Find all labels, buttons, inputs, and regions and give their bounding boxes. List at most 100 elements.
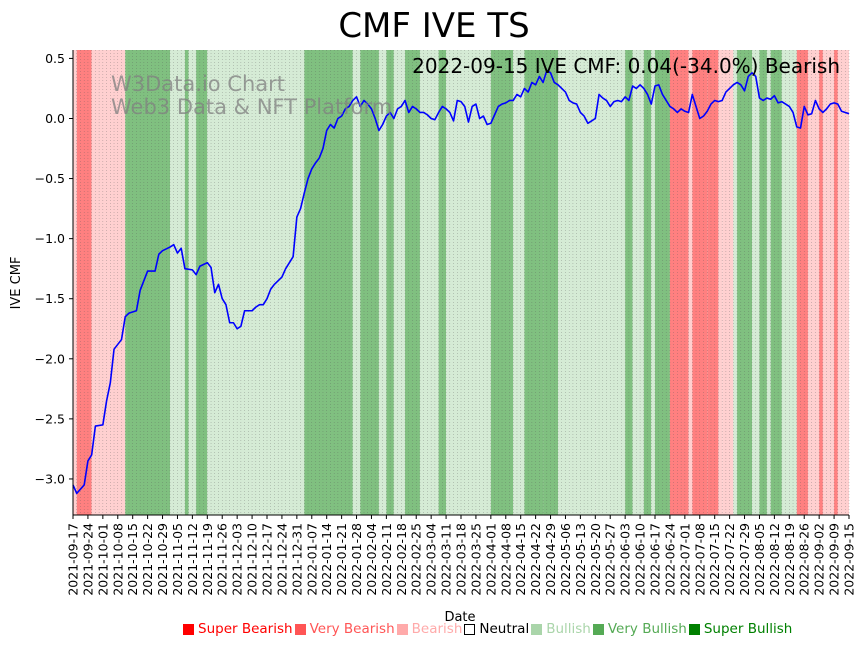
legend-label: Super Bullish [703,621,793,637]
x-tick-label: 2022-01-07 [304,523,319,596]
x-tick-label: 2021-12-17 [260,523,275,596]
state-band [569,50,596,515]
state-band [651,50,655,515]
state-band [188,50,197,515]
x-tick-label: 2022-04-01 [483,523,498,596]
legend-item: Super Bearish [183,620,293,638]
x-tick-label: 2022-04-08 [498,523,513,596]
cmf-line [72,69,850,495]
state-band [490,50,514,515]
state-band [419,50,439,515]
x-tick-label: 2022-05-27 [603,523,618,596]
state-band [837,50,849,515]
state-band [819,50,823,515]
legend-swatch [688,623,700,635]
x-tick-label: 2021-12-31 [289,523,304,596]
x-tick-label: 2021-12-10 [245,523,260,596]
x-tick-label: 2022-03-04 [424,523,439,596]
state-band [468,50,491,515]
legend-label: Neutral [479,621,530,637]
y-tick-label: 0.5 [45,51,65,66]
x-tick-label: 2021-12-03 [230,523,245,596]
state-band [770,50,782,515]
x-tick-label: 2021-10-01 [95,523,110,596]
x-tick-label: 2022-06-24 [662,523,677,596]
y-axis-label: IVE CMF [9,257,24,310]
y-tick-label: −2.5 [35,411,65,426]
x-tick-label: 2022-01-21 [334,523,349,596]
state-band [669,50,689,515]
state-band [524,50,544,515]
x-tick-label: 2022-09-15 [842,523,857,596]
state-band [752,50,760,515]
x-tick-label: 2022-05-06 [558,523,573,596]
state-band [446,50,469,515]
state-band [733,50,738,515]
state-band [688,50,693,515]
cmf-series [72,69,850,495]
watermark-line1: W3Data.io Chart [111,72,285,96]
x-tick-label: 2022-09-09 [827,523,842,596]
state-band [766,50,771,515]
x-tick-label: 2022-03-25 [468,523,483,596]
legend-item: Bullish [531,620,591,638]
x-tick-label: 2021-10-29 [155,523,170,596]
x-tick-label: 2022-07-29 [737,523,752,596]
x-tick-label: 2022-05-13 [573,523,588,596]
state-band [625,50,633,515]
latest-value-annotation: 2022-09-15 IVE CMF: 0.04(-34.0%) Bearish [412,54,840,78]
x-tick-label: 2022-04-22 [528,523,543,596]
x-tick-label: 2021-09-17 [66,523,81,596]
state-band [386,50,394,515]
y-tick-label: −1.0 [35,231,65,246]
x-tick-label: 2021-10-08 [110,523,125,596]
state-band [91,50,126,515]
legend-item: Bearish [396,620,462,638]
x-tick-label: 2022-04-15 [513,523,528,596]
y-tick-label: −2.0 [35,351,65,366]
x-tick-label: 2022-07-08 [692,523,707,596]
state-band [393,50,406,515]
state-band [759,50,767,515]
y-tick-label: −1.5 [35,291,65,306]
legend-swatch [396,623,408,635]
x-tick-label: 2022-02-18 [394,523,409,596]
state-band [796,50,808,515]
state-band [834,50,838,515]
x-tick-label: 2021-11-05 [170,523,185,596]
legend-swatch [464,623,476,635]
state-band [718,50,723,515]
date-gridlines [72,50,850,515]
x-tick-label: 2022-02-25 [409,523,424,596]
x-tick-label: 2021-11-12 [185,523,200,596]
x-tick-label: 2022-04-29 [543,523,558,596]
x-tick-label: 2022-01-14 [319,523,334,596]
y-tick-label: −3.0 [35,471,65,486]
state-band [643,50,652,515]
state-band [73,50,77,515]
x-tick-label: 2022-08-26 [797,523,812,596]
x-tick-label: 2022-03-11 [439,523,454,596]
x-tick-label: 2021-10-15 [125,523,140,596]
x-tick-label: 2022-07-01 [677,523,692,596]
x-tick-label: 2022-06-10 [633,523,648,596]
x-tick-label: 2022-05-20 [588,523,603,596]
legend-swatch [294,623,306,635]
state-band [438,50,447,515]
legend-label: Bullish [546,621,591,637]
legend-label: Very Bearish [309,621,395,637]
x-tick-label: 2022-08-05 [752,523,767,596]
state-band [632,50,644,515]
x-tick-label: 2022-06-03 [618,523,633,596]
x-tick-label: 2022-03-18 [454,523,469,596]
x-tick-label: 2022-09-02 [812,523,827,596]
x-tick-label: 2022-07-22 [722,523,737,596]
legend-swatch [531,623,543,635]
x-tick-label: 2021-12-24 [274,523,289,596]
x-tick-label: 2021-10-22 [140,523,155,596]
state-band [807,50,820,515]
legend-swatch [592,623,604,635]
x-tick-label: 2022-02-04 [364,523,379,596]
y-tick-label: 0.0 [45,111,65,126]
